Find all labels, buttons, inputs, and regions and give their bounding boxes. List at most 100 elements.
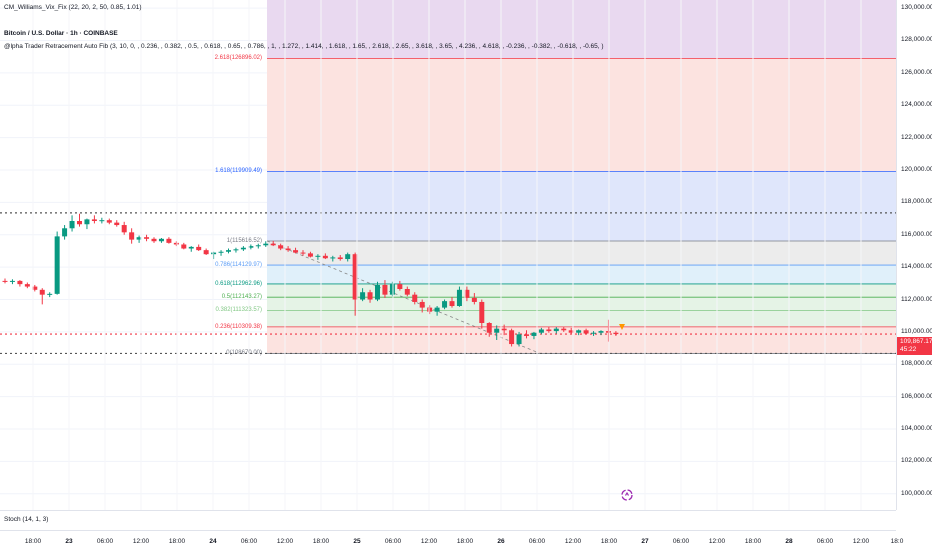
candle-body xyxy=(568,330,574,333)
fib-zone-extension-top xyxy=(267,0,896,59)
candle-body xyxy=(307,253,313,257)
down-arrow-marker xyxy=(619,324,625,330)
candle-body xyxy=(516,334,522,345)
candle-body xyxy=(345,254,351,260)
candle-body xyxy=(427,307,433,312)
fib-zone-0618 xyxy=(267,283,896,327)
candle-body xyxy=(144,237,150,239)
candle-body xyxy=(434,307,440,312)
price-tick-label: 114,000.00 xyxy=(901,263,932,271)
candle-body xyxy=(546,329,552,332)
time-tick-label: 12:00 xyxy=(852,538,870,545)
time-tick-label: 18:00 xyxy=(24,538,42,545)
vix-fix-legend[interactable]: CM_Williams_Vix_Fix (22, 20, 2, 50, 0.85… xyxy=(4,4,142,11)
time-tick-label: 18:0 xyxy=(890,538,904,545)
time-tick-label: 18:00 xyxy=(744,538,762,545)
candle-body xyxy=(255,245,261,247)
candle-body xyxy=(375,284,380,300)
candle-body xyxy=(576,330,582,333)
price-tick-label: 120,000.00 xyxy=(901,166,932,173)
candle-body xyxy=(538,329,544,333)
fib-level-label: 0.786(114129.97) xyxy=(215,262,262,269)
symbol-title[interactable]: Bitcoin / U.S. Dollar · 1h · COINBASE xyxy=(4,30,118,37)
candle-body xyxy=(389,284,395,295)
stoch-legend[interactable]: Stoch (14, 1, 3) xyxy=(4,516,49,523)
candle-body xyxy=(99,220,105,222)
price-tick-label: 128,000.00 xyxy=(901,36,932,44)
fib-level-label: 0.382(111323.57) xyxy=(215,307,262,314)
time-tick-label: 06:00 xyxy=(528,538,546,545)
fib-level-label: 0.618(112962.96) xyxy=(215,280,262,287)
candle-body xyxy=(501,328,507,331)
price-tick-label: 112,000.00 xyxy=(901,295,932,303)
candle-body xyxy=(106,220,112,223)
time-tick-label: 12:00 xyxy=(708,538,726,545)
candle-body xyxy=(464,289,470,298)
candle-body xyxy=(613,332,619,335)
last-price-badge: 109,867.17 45:22 xyxy=(897,337,932,355)
replay-icon[interactable] xyxy=(621,488,633,501)
price-axis[interactable]: 130,000.00 128,000.00 126,000.00 124,000.00… xyxy=(896,0,932,510)
candle-body xyxy=(39,289,45,295)
candle-body xyxy=(322,255,328,259)
last-price-value: 109,867.17 xyxy=(900,338,932,345)
candle-body xyxy=(77,221,82,225)
fib-level-label: 2.618(126896.02) xyxy=(214,55,262,62)
price-tick-label: 130,000.00 xyxy=(901,4,932,12)
candle-body xyxy=(300,252,306,254)
candle-body xyxy=(449,301,455,306)
time-tick-label: 27 xyxy=(641,538,649,545)
candle-body xyxy=(91,219,97,221)
candle-body xyxy=(240,247,246,250)
candle-body xyxy=(315,255,321,257)
candle-body xyxy=(54,236,60,294)
candle-body xyxy=(32,286,38,290)
fib-level-label: 0.5(112143.27) xyxy=(221,294,262,301)
price-chart[interactable] xyxy=(0,0,896,510)
candle-body xyxy=(442,301,448,308)
time-tick-label: 12:00 xyxy=(276,538,294,545)
time-tick-label: 06:00 xyxy=(672,538,690,545)
time-tick-label: 26 xyxy=(497,538,505,545)
candle-body xyxy=(151,238,157,242)
candle-body xyxy=(486,323,492,333)
fib-level-label: 1.618(119909.49) xyxy=(215,168,262,175)
candle-body xyxy=(598,331,604,333)
time-tick-label: 06:00 xyxy=(240,538,258,545)
candle-body xyxy=(17,280,23,285)
candle-body xyxy=(62,228,68,237)
candle-body xyxy=(166,238,172,243)
candle-body xyxy=(531,332,537,336)
candle-body xyxy=(591,332,597,334)
time-tick-label: 28 xyxy=(785,538,793,545)
candle-body xyxy=(233,249,239,251)
candle-body xyxy=(47,293,53,295)
candle-body xyxy=(136,237,142,240)
price-tick-label: 100,000.00 xyxy=(901,489,932,497)
candle-body xyxy=(226,250,231,252)
price-tick-label: 116,000.00 xyxy=(901,230,932,238)
time-tick-label: 18:00 xyxy=(312,538,330,545)
fib-zone-2618 xyxy=(267,58,896,172)
candle-body xyxy=(419,301,425,308)
candle-body xyxy=(203,250,209,255)
candle-body xyxy=(479,301,485,323)
main-chart-pane[interactable]: CM_Williams_Vix_Fix (22, 20, 2, 50, 0.85… xyxy=(0,0,896,510)
price-tick-label: 104,000.00 xyxy=(901,425,932,433)
time-tick-label: 18:00 xyxy=(168,538,186,545)
candle-body xyxy=(471,297,477,302)
price-tick-label: 118,000.00 xyxy=(901,198,932,206)
candle-body xyxy=(9,280,15,282)
price-tick-label: 106,000.00 xyxy=(901,392,932,400)
auto-fib-legend[interactable]: @lpha Trader Retracement Auto Fib (3, 10… xyxy=(4,43,604,50)
fib-level-label: 0.236(110309.38) xyxy=(215,323,262,330)
time-axis[interactable]: 18:00 23 06:00 12:00 18:00 24 06:00 12:00 18:00 2… xyxy=(0,530,903,551)
candle-body xyxy=(605,331,611,333)
candle-body xyxy=(24,284,30,287)
fib-zone-1618 xyxy=(267,171,896,241)
time-tick-label: 06:00 xyxy=(96,538,114,545)
stoch-pane[interactable]: Stoch (14, 1, 3) xyxy=(0,510,896,531)
candle-body xyxy=(293,250,299,253)
candle-body xyxy=(404,289,410,295)
candle-body xyxy=(382,284,388,295)
